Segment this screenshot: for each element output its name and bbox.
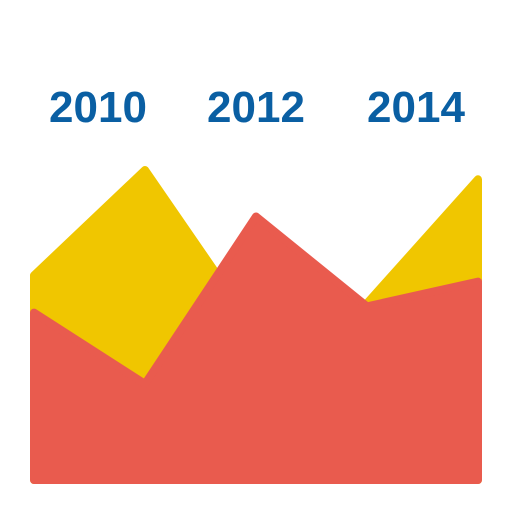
x-tick-label-2014: 2014 xyxy=(367,83,465,132)
x-tick-label-2012: 2012 xyxy=(207,83,305,132)
x-axis-tick-labels: 2010 2012 2014 xyxy=(49,83,465,132)
x-tick-label-2010: 2010 xyxy=(49,83,147,132)
area-series-red xyxy=(30,212,482,484)
chart-areas xyxy=(30,166,482,484)
